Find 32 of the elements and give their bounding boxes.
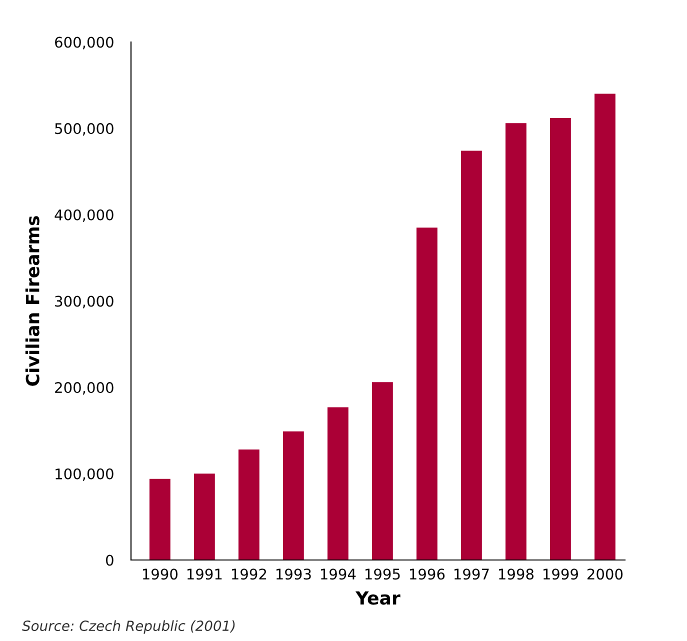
x-tick-label: 1990 <box>142 568 178 580</box>
bar <box>550 118 571 560</box>
y-tick-label: 400,000 <box>54 209 114 222</box>
y-tick-label: 0 <box>106 554 114 566</box>
x-tick-label: 1993 <box>276 568 311 580</box>
y-tick-label: 600,000 <box>55 36 114 50</box>
x-tick-label: 1992 <box>232 568 266 580</box>
bar <box>416 228 438 560</box>
bar <box>372 382 393 560</box>
bar <box>238 449 260 560</box>
x-tick-label: 1991 <box>187 568 222 580</box>
y-tick-label: 200,000 <box>55 382 114 395</box>
y-axis-title: Civilian Firearms <box>25 216 40 386</box>
y-tick-label: 500,000 <box>55 123 114 136</box>
x-tick-label: 1996 <box>410 568 445 580</box>
bar <box>282 431 304 560</box>
bar <box>149 478 170 560</box>
bar <box>194 474 215 560</box>
x-tick-label: 1999 <box>544 568 578 580</box>
x-axis-title: Year <box>355 591 400 605</box>
y-tick-label: 300,000 <box>55 296 114 308</box>
x-tick-label: 1998 <box>499 568 534 580</box>
bar <box>506 123 526 560</box>
bar <box>594 94 616 560</box>
x-tick-label: 1994 <box>320 568 356 580</box>
y-tick-label: 100,000 <box>56 468 114 481</box>
x-tick-label: 2000 <box>587 568 623 580</box>
x-tick-label: 1997 <box>454 568 489 580</box>
x-tick-label: 1995 <box>365 568 400 580</box>
bar <box>327 407 348 560</box>
source-note: Source: Czech Republic (2001) <box>22 620 235 634</box>
bar <box>461 150 482 560</box>
